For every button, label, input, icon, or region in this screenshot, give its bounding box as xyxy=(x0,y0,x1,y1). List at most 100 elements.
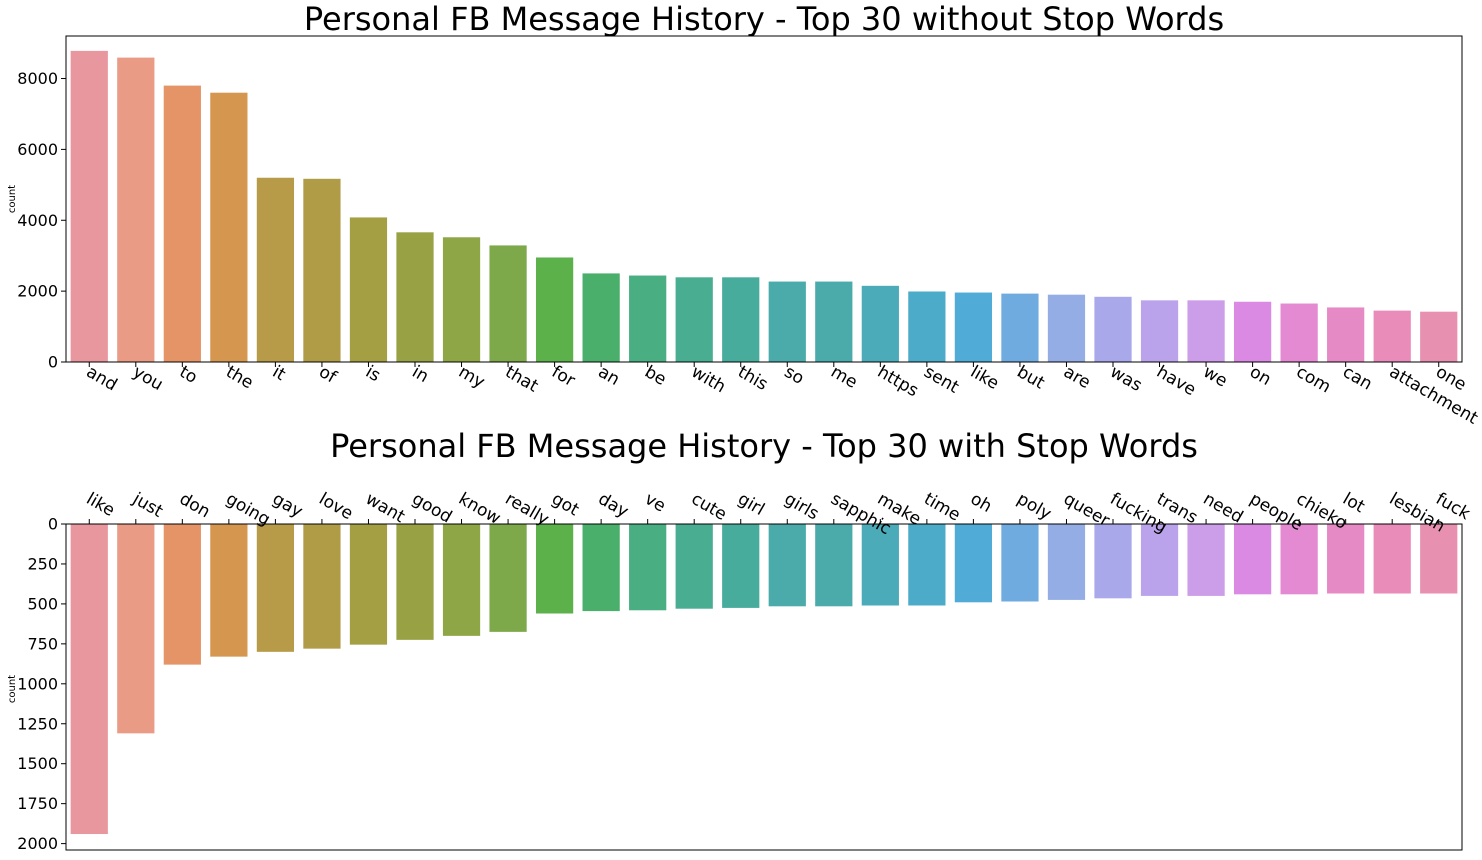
bar-for xyxy=(535,257,574,362)
bar-with xyxy=(675,277,713,362)
bar-fucking xyxy=(1094,524,1132,599)
y-tick-label: 0 xyxy=(48,353,58,372)
plot-frame xyxy=(65,35,1463,363)
x-tick-label-that: that xyxy=(502,362,542,397)
bar-com xyxy=(1280,303,1318,362)
bar-time xyxy=(908,524,946,606)
bar-can xyxy=(1327,307,1365,362)
x-tick-label-girl: girl xyxy=(734,489,768,520)
x-tick-label-sent: sent xyxy=(920,362,962,398)
bar-trans xyxy=(1140,524,1179,596)
bar-my xyxy=(442,237,481,362)
bar-in xyxy=(396,232,434,362)
chart-top-30-with-stop-words: Personal FB Message History - Top 30 wit… xyxy=(7,427,1474,853)
x-tick-label-it: it xyxy=(269,362,289,385)
y-tick-label: 8000 xyxy=(17,69,58,88)
y-axis-ticks: 0 2000 4000 6000 8000 xyxy=(17,69,66,372)
bar-to xyxy=(163,85,201,363)
x-tick-label-to: to xyxy=(176,362,201,388)
y-tick-label: 1250 xyxy=(17,714,58,733)
x-tick-label-know: know xyxy=(455,489,504,529)
x-tick-label-is: is xyxy=(362,362,384,386)
bar-an xyxy=(582,273,620,362)
bar-like xyxy=(70,524,108,835)
bar-make xyxy=(861,524,899,606)
bar-people xyxy=(1233,524,1272,595)
bar-sapphic xyxy=(815,524,853,607)
bar-sent xyxy=(908,291,946,362)
x-tick-label-you: you xyxy=(129,362,166,395)
bar-of xyxy=(303,178,341,362)
y-axis-label: count xyxy=(7,675,18,703)
bar-chieko xyxy=(1280,524,1318,595)
bar-the xyxy=(210,92,248,362)
x-tick-label-my: my xyxy=(455,362,488,393)
x-tick-label-so: so xyxy=(781,362,808,389)
chart-top-30-without-stop-words: Personal FB Message History - Top 30 wit… xyxy=(7,0,1482,429)
bar-one xyxy=(1420,311,1458,362)
x-tick-label-good: good xyxy=(409,489,456,528)
x-tick-label-but: but xyxy=(1013,362,1048,394)
y-tick-label: 4000 xyxy=(17,211,58,230)
x-tick-label-me: me xyxy=(827,362,860,393)
x-tick-label-attachment: attachment xyxy=(1386,362,1482,429)
bar-poly xyxy=(1001,524,1039,602)
bar-me xyxy=(815,281,853,362)
bar-be xyxy=(629,275,667,362)
bar-ve xyxy=(629,524,667,611)
x-tick-label-and: and xyxy=(83,362,121,395)
bar-really xyxy=(489,524,527,632)
y-tick-label: 500 xyxy=(27,594,58,613)
y-tick-label: 250 xyxy=(27,554,58,573)
y-tick-label: 750 xyxy=(27,634,58,653)
x-tick-label-gay: gay xyxy=(269,489,306,522)
x-tick-label-of: of xyxy=(315,362,340,388)
bar-is xyxy=(349,217,388,362)
bar-day xyxy=(582,524,620,612)
x-tick-label-love: love xyxy=(315,489,356,524)
x-tick-label-like: like xyxy=(83,489,118,521)
bar-it xyxy=(256,177,295,362)
bar-want xyxy=(349,524,388,645)
bar-on xyxy=(1233,301,1272,362)
bar-know xyxy=(442,524,481,636)
x-tick-label-don: don xyxy=(176,489,214,522)
y-tick-label: 2000 xyxy=(17,834,58,853)
bar-queer xyxy=(1047,524,1086,600)
bar-this xyxy=(722,277,760,362)
bar-like xyxy=(954,292,993,362)
plot-frame xyxy=(65,523,1463,851)
x-tick-label-be: be xyxy=(641,362,669,390)
x-tick-label-this: this xyxy=(734,362,771,395)
chart-title: Personal FB Message History - Top 30 wit… xyxy=(304,0,1224,38)
x-tick-label-com: com xyxy=(1293,362,1334,397)
y-tick-label: 1500 xyxy=(17,754,58,773)
bar-oh xyxy=(954,524,993,603)
bar-going xyxy=(210,524,248,657)
bar-series xyxy=(70,50,1458,363)
y-axis-ticks: 0 250 500 750 1000 1250 1500 1750 2000 xyxy=(17,515,66,853)
chart-title: Personal FB Message History - Top 30 wit… xyxy=(330,427,1198,465)
bar-https xyxy=(861,285,899,362)
bar-gay xyxy=(256,524,295,652)
x-tick-label-are: are xyxy=(1060,362,1094,393)
x-tick-label-ve: ve xyxy=(641,489,669,517)
bar-don xyxy=(163,524,201,665)
bar-love xyxy=(303,524,341,649)
bar-just xyxy=(117,524,155,734)
x-tick-label-for: for xyxy=(548,362,578,391)
x-tick-label-need: need xyxy=(1200,489,1247,528)
x-tick-label-like: like xyxy=(967,362,1002,394)
bar-but xyxy=(1001,293,1039,362)
y-tick-label: 1000 xyxy=(17,674,58,693)
x-tick-label-the: the xyxy=(222,362,256,393)
x-tick-label-on: on xyxy=(1246,362,1274,390)
x-tick-label-was: was xyxy=(1107,362,1146,396)
bar-good xyxy=(396,524,434,640)
y-tick-label: 6000 xyxy=(17,140,58,159)
bar-got xyxy=(535,524,574,614)
bar-series xyxy=(70,524,1458,835)
x-tick-label-have: have xyxy=(1153,362,1199,400)
x-tick-label-day: day xyxy=(595,489,632,522)
bar-fuck xyxy=(1420,524,1458,594)
